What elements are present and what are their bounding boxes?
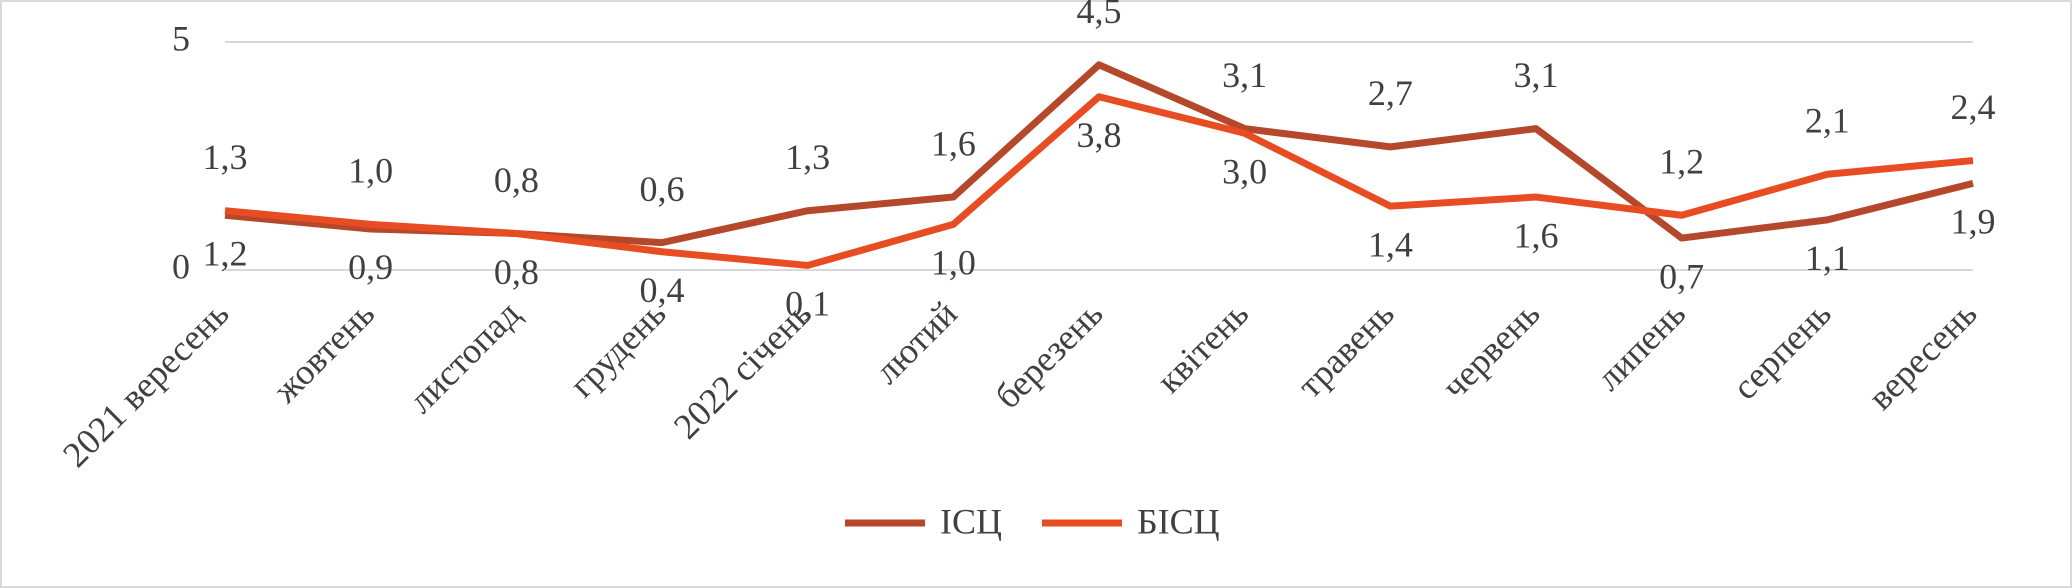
data-label: 1,2: [203, 234, 248, 274]
data-label: 1,6: [931, 123, 976, 163]
data-label: 2,4: [1951, 87, 1996, 127]
data-label: 3,1: [1222, 55, 1267, 95]
data-label: 0,1: [785, 284, 830, 324]
data-label: 1,4: [1368, 224, 1413, 264]
data-label: 3,8: [1077, 115, 1122, 155]
data-label: 0,4: [640, 270, 685, 310]
legend-label: БІСЦ: [1137, 501, 1220, 541]
data-label: 0,8: [494, 252, 539, 292]
data-label: 1,3: [203, 137, 248, 177]
data-label: 1,2: [1659, 142, 1704, 182]
legend-label: ІСЦ: [940, 501, 1002, 541]
data-label: 4,5: [1077, 0, 1122, 31]
data-label: 1,0: [348, 151, 393, 191]
data-label: 1,0: [931, 243, 976, 283]
data-label: 2,1: [1805, 101, 1850, 141]
data-label: 3,0: [1222, 151, 1267, 191]
data-label: 0,6: [640, 169, 685, 209]
data-label: 0,7: [1659, 256, 1704, 296]
data-label: 1,1: [1805, 238, 1850, 278]
data-label: 0,8: [494, 160, 539, 200]
y-tick-label: 0: [172, 246, 190, 286]
data-label: 1,6: [1514, 215, 1559, 255]
data-label: 1,9: [1951, 202, 1996, 242]
data-label: 0,9: [348, 247, 393, 287]
data-label: 1,3: [785, 137, 830, 177]
line-series: [224, 93, 1974, 269]
data-label: 2,7: [1368, 73, 1413, 113]
y-tick-label: 5: [172, 18, 190, 58]
data-label: 3,1: [1514, 55, 1559, 95]
